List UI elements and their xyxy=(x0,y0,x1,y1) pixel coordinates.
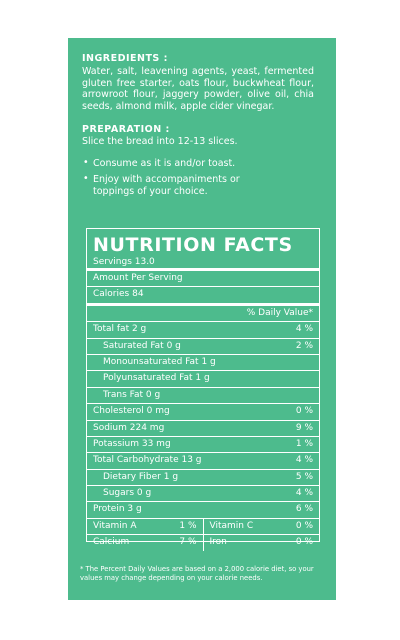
vitamin-dv: 0 % xyxy=(295,537,313,548)
vitamin-name: Iron xyxy=(209,537,227,548)
vitamin-dv: 7 % xyxy=(179,537,197,548)
row: Calories 84 xyxy=(87,286,319,302)
nutrient-row: Trans Fat 0 g xyxy=(87,386,319,403)
nutrient-name: Sugars 0 g xyxy=(103,488,152,499)
nutrient-name: Total fat 2 g xyxy=(93,324,147,335)
vitamin-dv: 1 % xyxy=(179,520,197,531)
vitamin-cell: Iron 0 % xyxy=(202,535,320,551)
nutrient-dv: 2 % xyxy=(295,340,313,351)
nutrient-dv: 9 % xyxy=(295,422,313,433)
vitamin-dv: 0 % xyxy=(295,520,313,531)
nutrient-name: Saturated Fat 0 g xyxy=(103,340,181,351)
nutrient-row: Monounsaturated Fat 1 g xyxy=(87,353,319,370)
preparation-text: Slice the bread into 12-13 slices. xyxy=(82,136,238,147)
bullet: Enjoy with accompaniments or toppings of… xyxy=(82,173,282,198)
vitamin-row: Vitamin A 1 % Vitamin C 0 % xyxy=(87,517,320,535)
footnote: * The Percent Daily Values are based on … xyxy=(80,565,314,582)
servings: Servings 13.0 xyxy=(93,257,155,267)
vitamin-row: Calcium 7 % Iron 0 % xyxy=(87,534,320,551)
nutrient-row: Saturated Fat 0 g 2 % xyxy=(87,337,319,354)
nutrient-rows: Total fat 2 g 4 % Saturated Fat 0 g 2 % Mono… xyxy=(87,321,320,551)
nutrient-name: Total Carbohydrate 13 g xyxy=(93,455,202,466)
label-panel: INGREDIENTS : Water, salt, leavening age… xyxy=(68,38,336,600)
vitamin-name: Vitamin A xyxy=(93,520,137,531)
nutrient-row: Potassium 33 mg 1 % xyxy=(87,435,319,452)
nutrition-title: NUTRITION FACTS xyxy=(93,234,293,256)
nutrient-row: Sugars 0 g 4 % xyxy=(87,485,319,501)
nutrient-dv: 0 % xyxy=(295,406,313,417)
nutrient-name: Monounsaturated Fat 1 g xyxy=(103,356,216,367)
nutrient-row: Dietary Fiber 1 g 5 % xyxy=(87,468,319,485)
ingredients-heading: INGREDIENTS : xyxy=(82,53,168,64)
preparation-heading: PREPARATION : xyxy=(82,124,170,135)
calories: Calories 84 xyxy=(93,289,144,300)
nutrient-row: Sodium 224 mg 9 % xyxy=(87,419,319,436)
row: % Daily Value* xyxy=(87,302,319,321)
nutrient-name: Dietary Fiber 1 g xyxy=(103,471,179,482)
nutrient-row: Total Carbohydrate 13 g 4 % xyxy=(87,452,319,468)
nutrition-facts: NUTRITION FACTS Servings 13.0 Amount Per… xyxy=(86,228,320,551)
vitamin-cell: Vitamin C 0 % xyxy=(202,518,320,535)
row: Amount Per Serving xyxy=(87,268,319,286)
nutrient-row: Cholesterol 0 mg 0 % xyxy=(87,403,319,419)
nutrient-dv: 1 % xyxy=(295,438,313,449)
nutrient-dv: 4 % xyxy=(295,455,313,466)
nutrient-row: Polyunsaturated Fat 1 g xyxy=(87,370,319,386)
daily-value-header: % Daily Value* xyxy=(246,307,313,318)
nutrient-name: Polyunsaturated Fat 1 g xyxy=(103,373,210,384)
nutrient-row: Total fat 2 g 4 % xyxy=(87,321,319,337)
nutrient-dv: 6 % xyxy=(295,504,313,515)
vitamin-name: Vitamin C xyxy=(209,520,254,531)
nutrient-row: Protein 3 g 6 % xyxy=(87,501,319,517)
amount-per-serving: Amount Per Serving xyxy=(93,273,183,283)
nutrient-dv: 5 % xyxy=(295,471,313,482)
nutrient-name: Potassium 33 mg xyxy=(93,438,171,449)
nutrient-name: Cholesterol 0 mg xyxy=(93,406,170,417)
vitamin-name: Calcium xyxy=(93,537,130,548)
vitamin-cell: Calcium 7 % xyxy=(87,535,203,550)
ingredients-text: Water, salt, leavening agents, yeast, fe… xyxy=(82,66,314,112)
nutrient-dv: 4 % xyxy=(295,488,313,499)
nutrient-name: Protein 3 g xyxy=(93,504,142,515)
vitamin-cell: Vitamin A 1 % xyxy=(87,519,203,534)
nutrient-name: Trans Fat 0 g xyxy=(103,389,161,400)
nutrient-dv: 4 % xyxy=(295,324,313,335)
bullet: Consume as it is and/or toast. xyxy=(82,157,314,170)
nutrient-name: Sodium 224 mg xyxy=(93,422,165,433)
